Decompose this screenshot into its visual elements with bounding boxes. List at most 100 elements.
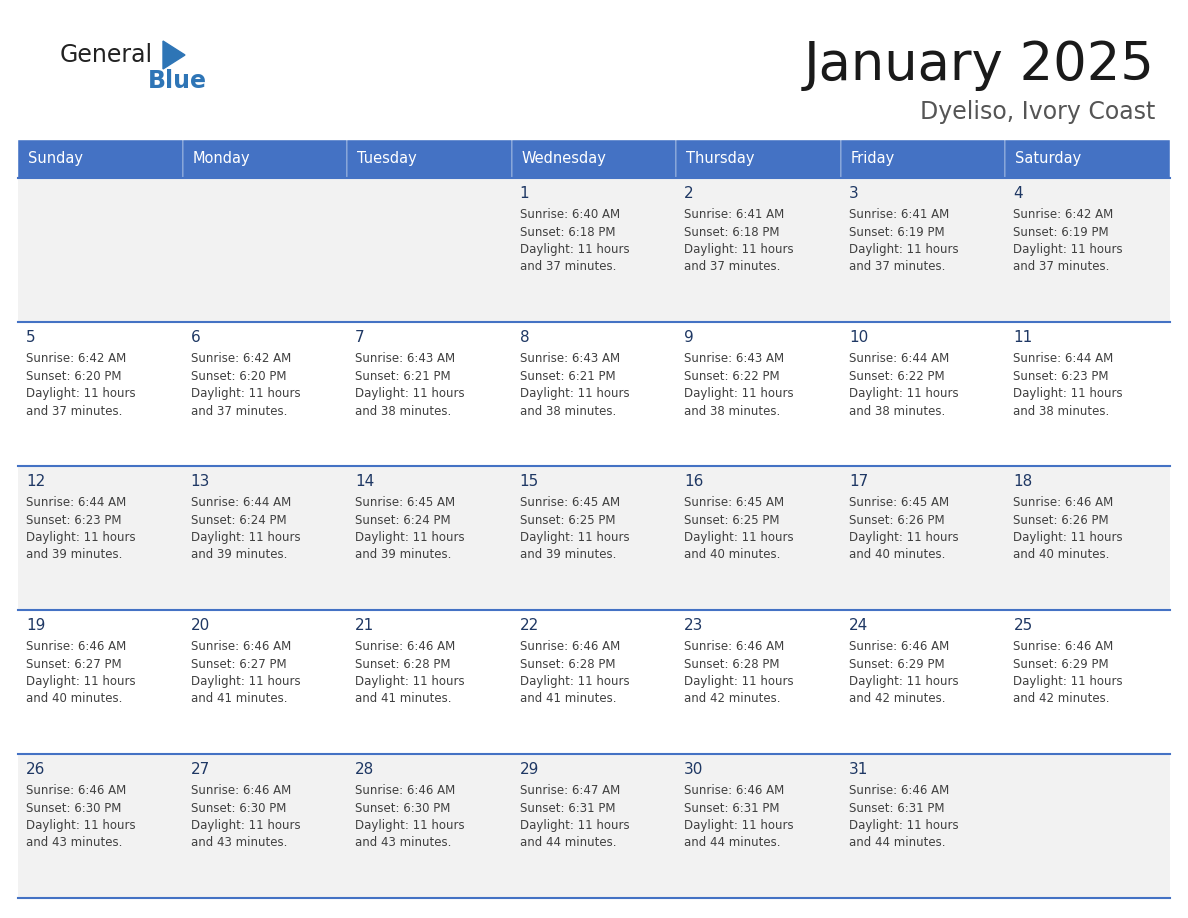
Text: General: General [61,43,153,67]
Text: 6: 6 [190,330,201,345]
Text: Daylight: 11 hours: Daylight: 11 hours [684,387,794,400]
Text: Sunset: 6:28 PM: Sunset: 6:28 PM [519,657,615,670]
Bar [512,466,676,610]
Text: Daylight: 11 hours: Daylight: 11 hours [26,819,135,832]
Bar [841,178,1005,322]
Text: Sunrise: 6:46 AM: Sunrise: 6:46 AM [684,784,784,797]
Text: Sunrise: 6:41 AM: Sunrise: 6:41 AM [684,208,784,221]
Bar [512,610,676,754]
Bar [1005,754,1170,898]
Text: 24: 24 [849,618,868,633]
Text: 21: 21 [355,618,374,633]
Text: Sunrise: 6:44 AM: Sunrise: 6:44 AM [1013,352,1113,365]
Text: and 43 minutes.: and 43 minutes. [26,836,122,849]
Text: 14: 14 [355,474,374,489]
Text: Sunset: 6:25 PM: Sunset: 6:25 PM [519,513,615,527]
Text: and 39 minutes.: and 39 minutes. [26,548,122,562]
Text: Daylight: 11 hours: Daylight: 11 hours [1013,387,1123,400]
Text: Sunrise: 6:46 AM: Sunrise: 6:46 AM [26,784,126,797]
Text: and 42 minutes.: and 42 minutes. [684,692,781,706]
Text: 2: 2 [684,186,694,201]
Text: Sunrise: 6:46 AM: Sunrise: 6:46 AM [26,640,126,653]
Text: Daylight: 11 hours: Daylight: 11 hours [519,675,630,688]
Text: 25: 25 [1013,618,1032,633]
Bar [18,466,183,610]
Text: 18: 18 [1013,474,1032,489]
Text: 11: 11 [1013,330,1032,345]
Bar [1005,322,1170,466]
Text: Sunrise: 6:46 AM: Sunrise: 6:46 AM [355,640,455,653]
Text: Daylight: 11 hours: Daylight: 11 hours [190,387,301,400]
Text: and 44 minutes.: and 44 minutes. [519,836,617,849]
Text: Wednesday: Wednesday [522,151,607,166]
Text: Sunset: 6:26 PM: Sunset: 6:26 PM [849,513,944,527]
Text: and 39 minutes.: and 39 minutes. [190,548,287,562]
Text: and 40 minutes.: and 40 minutes. [684,548,781,562]
Text: Sunset: 6:24 PM: Sunset: 6:24 PM [355,513,450,527]
Text: and 37 minutes.: and 37 minutes. [26,405,122,418]
Text: and 38 minutes.: and 38 minutes. [849,405,946,418]
Text: 12: 12 [26,474,45,489]
Text: Sunrise: 6:45 AM: Sunrise: 6:45 AM [849,496,949,509]
Text: Sunrise: 6:42 AM: Sunrise: 6:42 AM [26,352,126,365]
Text: 27: 27 [190,762,210,777]
Bar [183,610,347,754]
Text: 8: 8 [519,330,530,345]
Text: Daylight: 11 hours: Daylight: 11 hours [519,819,630,832]
Text: and 38 minutes.: and 38 minutes. [684,405,781,418]
Text: 22: 22 [519,618,539,633]
Text: 16: 16 [684,474,703,489]
Text: and 37 minutes.: and 37 minutes. [519,261,617,274]
Text: Sunrise: 6:44 AM: Sunrise: 6:44 AM [849,352,949,365]
Bar [347,322,512,466]
Text: and 37 minutes.: and 37 minutes. [190,405,287,418]
Text: 15: 15 [519,474,539,489]
Text: and 41 minutes.: and 41 minutes. [190,692,287,706]
Text: Sunset: 6:31 PM: Sunset: 6:31 PM [684,801,779,814]
Text: and 44 minutes.: and 44 minutes. [684,836,781,849]
Text: 4: 4 [1013,186,1023,201]
Text: Sunrise: 6:42 AM: Sunrise: 6:42 AM [1013,208,1113,221]
Bar [841,610,1005,754]
Text: Sunrise: 6:43 AM: Sunrise: 6:43 AM [684,352,784,365]
Text: January 2025: January 2025 [804,39,1155,91]
Text: and 37 minutes.: and 37 minutes. [684,261,781,274]
Text: Daylight: 11 hours: Daylight: 11 hours [355,675,465,688]
Text: Sunrise: 6:40 AM: Sunrise: 6:40 AM [519,208,620,221]
Text: Sunday: Sunday [29,151,83,166]
Polygon shape [163,41,185,69]
Text: Sunrise: 6:46 AM: Sunrise: 6:46 AM [355,784,455,797]
Text: and 43 minutes.: and 43 minutes. [190,836,287,849]
Text: Sunset: 6:19 PM: Sunset: 6:19 PM [1013,226,1110,239]
Text: Sunset: 6:26 PM: Sunset: 6:26 PM [1013,513,1110,527]
Text: Sunset: 6:21 PM: Sunset: 6:21 PM [355,370,450,383]
Text: 29: 29 [519,762,539,777]
Text: Sunset: 6:22 PM: Sunset: 6:22 PM [849,370,944,383]
Text: Dyeliso, Ivory Coast: Dyeliso, Ivory Coast [920,100,1155,124]
Text: 23: 23 [684,618,703,633]
Bar [347,140,512,178]
Text: and 42 minutes.: and 42 minutes. [849,692,946,706]
Bar [347,466,512,610]
Text: 7: 7 [355,330,365,345]
Text: Daylight: 11 hours: Daylight: 11 hours [26,531,135,544]
Text: Daylight: 11 hours: Daylight: 11 hours [355,387,465,400]
Text: Daylight: 11 hours: Daylight: 11 hours [355,531,465,544]
Text: Sunset: 6:31 PM: Sunset: 6:31 PM [519,801,615,814]
Text: and 37 minutes.: and 37 minutes. [849,261,946,274]
Text: and 40 minutes.: and 40 minutes. [26,692,122,706]
Text: Sunset: 6:28 PM: Sunset: 6:28 PM [684,657,779,670]
Bar [676,178,841,322]
Bar [676,140,841,178]
Text: Sunset: 6:30 PM: Sunset: 6:30 PM [355,801,450,814]
Text: Monday: Monday [192,151,251,166]
Text: 1: 1 [519,186,530,201]
Bar [1005,140,1170,178]
Text: Daylight: 11 hours: Daylight: 11 hours [519,531,630,544]
Text: 13: 13 [190,474,210,489]
Text: Daylight: 11 hours: Daylight: 11 hours [849,675,959,688]
Text: 17: 17 [849,474,868,489]
Text: 3: 3 [849,186,859,201]
Bar [183,754,347,898]
Text: and 38 minutes.: and 38 minutes. [1013,405,1110,418]
